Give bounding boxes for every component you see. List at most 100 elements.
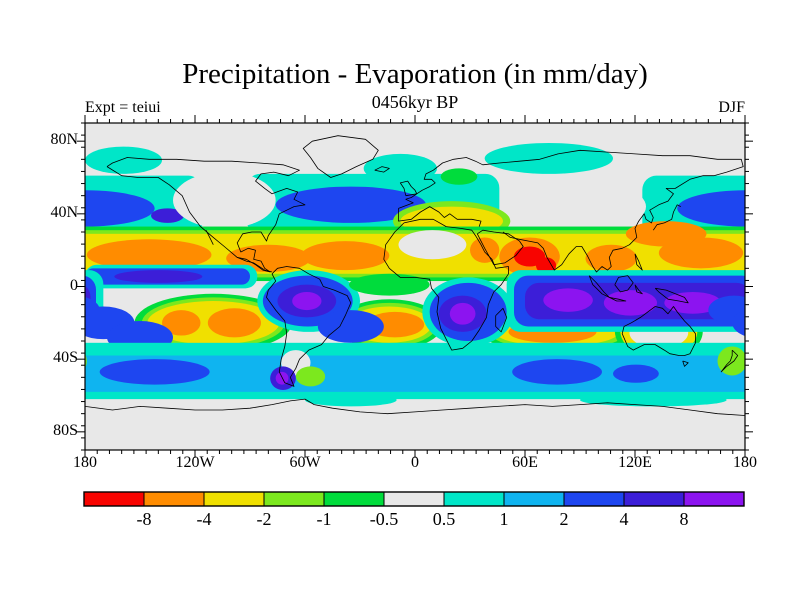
region-se-pacific-dry-core-east [207, 308, 261, 338]
x-tick-label: 0 [411, 454, 419, 471]
coastline [383, 218, 509, 351]
x-tick-label: 60E [512, 454, 538, 471]
region-north-atlantic-storm-track [275, 186, 426, 223]
x-tick-label: 60W [289, 454, 321, 471]
x-tick-label: 120W [175, 454, 215, 471]
colorbar-tick-label: 1 [499, 509, 509, 529]
colorbar-tick-label: -1 [316, 509, 332, 529]
colorbar-tick-label: -2 [256, 509, 272, 529]
colorbar-tick-label: -4 [196, 509, 212, 529]
colorbar-tick-label: 4 [619, 509, 629, 529]
region-central-asia-neutral [506, 179, 646, 234]
coastline [634, 284, 643, 295]
region-sacz-wet [317, 310, 384, 343]
colorbar-cell [323, 491, 385, 507]
coastline [205, 230, 214, 245]
region-new-guinea-wet-max [664, 291, 722, 314]
region-atlantic-dry-core [301, 241, 390, 271]
season-label: DJF [718, 99, 745, 116]
region-weddell-coast-positive [305, 393, 397, 407]
colorbar-cell [623, 491, 685, 507]
region-siberia-arctic-positive [484, 142, 613, 174]
region-gulf-of-alaska-max [151, 208, 184, 223]
region-red-sea-dry-core [470, 237, 500, 263]
colorbar-cell [263, 491, 325, 507]
coastline [237, 257, 273, 273]
colorbar-cell [383, 491, 445, 507]
coastline [398, 206, 482, 227]
region-west-india-extreme-dry [536, 257, 557, 274]
region-s-australia-wet-core [613, 364, 659, 383]
coastlines [85, 135, 745, 416]
y-tick-label: 80N [50, 131, 78, 149]
coastline [374, 166, 390, 173]
coastline [614, 275, 634, 293]
colorbar-tick-label: 0.5 [432, 509, 456, 529]
colorbar-cell [563, 491, 625, 507]
region-s-pacific-wet-core [99, 359, 210, 385]
region-bering-arctic-positive [85, 146, 162, 174]
coastline [302, 135, 379, 178]
coastline [609, 297, 627, 302]
coastline [652, 204, 681, 231]
coastline [266, 266, 352, 387]
x-tick-label: 180 [733, 454, 757, 471]
colorbar-tick-label: 8 [679, 509, 689, 529]
contour-regions [85, 142, 800, 450]
colorbar-frame [83, 491, 745, 507]
region-spcz-segment-2 [732, 309, 745, 337]
colorbar-cell [443, 491, 505, 507]
y-tick-label: 0 [70, 276, 78, 294]
region-pacific-itcz-core [114, 270, 203, 283]
region-scandinavia-weak-negative [440, 168, 478, 185]
coastline [720, 349, 739, 373]
colorbar-tick-label: -8 [136, 509, 152, 529]
colorbar-cell [83, 491, 145, 507]
coastline [682, 360, 689, 367]
region-indochina-dry-core [585, 244, 637, 272]
coastline [85, 398, 745, 416]
y-tick-label: 40N [50, 203, 78, 221]
x-tick-label: 180 [73, 454, 97, 471]
coastline [621, 306, 696, 356]
region-sahara-neutral [398, 230, 467, 260]
region-amazon-wet-max [292, 291, 322, 311]
region-antarctica-neutral [85, 399, 745, 450]
coastline [634, 253, 643, 271]
region-spcz-segment-3 [767, 321, 800, 354]
experiment-label: Expt = teiui [85, 99, 161, 116]
region-north-pacific-storm-track [677, 190, 745, 227]
colorbar-tick-label: 2 [559, 509, 569, 529]
colorbar-cell [683, 491, 745, 507]
x-tick-label: 120E [618, 454, 652, 471]
coastline [476, 229, 524, 266]
colorbar-cell [203, 491, 265, 507]
coastline [654, 287, 689, 304]
colorbar-cell [503, 491, 565, 507]
region-southern-africa-wet-max [449, 302, 476, 325]
region-indian-ocean-wet-max [543, 288, 593, 312]
region-se-pacific-dry-core-west [162, 310, 201, 336]
region-north-pacific-storm-track [85, 190, 155, 227]
region-east-antarctic-coast-positive [580, 393, 727, 407]
coastline [106, 157, 306, 273]
region-s-indian-ocean-wet-core [512, 359, 602, 385]
colorbar-cell [143, 491, 205, 507]
region-east-pacific-dry-core [86, 239, 212, 271]
page-subtitle: 0456kyr BP [371, 92, 459, 112]
page-title: Precipitation - Evaporation (in mm/day) [182, 58, 648, 90]
y-tick-label: 80S [53, 421, 78, 439]
region-gulf-of-guinea-weak [349, 273, 430, 296]
region-north-america-interior-neutral [173, 172, 276, 229]
axis-ticks [77, 115, 753, 458]
region-kuroshio-dry-core [625, 221, 707, 247]
region-maritime-continent-wet-max [603, 290, 658, 316]
colorbar-tick-label: -0.5 [369, 509, 399, 529]
coastline [495, 307, 508, 333]
colorbar [83, 491, 745, 507]
coastline [398, 149, 744, 273]
region-falklands-weak-negative [295, 366, 326, 387]
coastline [399, 180, 418, 197]
